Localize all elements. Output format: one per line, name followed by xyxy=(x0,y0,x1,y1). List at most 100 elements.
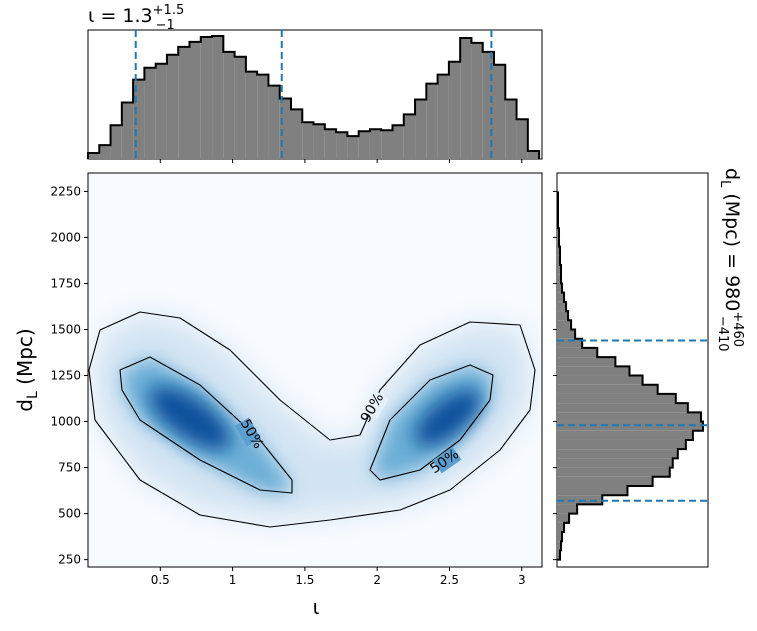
hist-bar xyxy=(557,412,701,422)
hist-bar xyxy=(557,485,628,496)
y-tick-label: 1750 xyxy=(50,276,81,290)
hist-bar xyxy=(493,64,506,159)
hist-bar xyxy=(155,63,167,159)
hist-bar xyxy=(505,99,517,159)
hist-bar xyxy=(557,476,653,486)
hist-outline xyxy=(87,34,541,159)
hist-bar xyxy=(392,125,404,159)
hist-bar xyxy=(557,347,598,358)
hist-bar xyxy=(212,35,224,160)
hist-bar xyxy=(121,102,134,159)
hist-bar xyxy=(257,74,269,159)
hist-bar xyxy=(557,311,569,321)
y-tick-label: 750 xyxy=(58,461,81,475)
hist-bar xyxy=(369,129,382,159)
y-axis-label: dL (Mpc) xyxy=(13,328,41,411)
x-tick-label: 1 xyxy=(229,573,237,587)
x-axis-label: ι xyxy=(313,595,320,619)
hist-outline xyxy=(557,191,704,561)
y-tick-label: 1000 xyxy=(50,415,81,429)
hist-bar xyxy=(557,357,616,367)
hist-bar xyxy=(482,51,494,160)
y-tick-label: 1500 xyxy=(50,322,81,336)
hist-bar xyxy=(557,550,561,560)
hist-bar xyxy=(268,85,280,159)
hist-bar xyxy=(324,129,337,159)
hist-bar xyxy=(99,145,111,159)
x-tick-label: 2.5 xyxy=(440,573,459,587)
density-outer xyxy=(92,314,533,522)
contour-90 xyxy=(88,311,536,528)
hist-bar xyxy=(557,458,673,468)
hist-bar xyxy=(88,153,100,159)
hist-bar xyxy=(189,41,201,159)
x-tick-label: 3 xyxy=(518,573,526,587)
hist-bar xyxy=(471,42,483,159)
ylabel-rest: (Mpc) xyxy=(13,328,37,391)
hist-bar xyxy=(557,449,678,459)
hist-bar xyxy=(200,36,213,160)
hist-bar xyxy=(557,467,670,477)
hist-bar xyxy=(557,439,686,450)
hist-bar xyxy=(557,430,693,440)
hist-bar xyxy=(557,504,578,514)
hist-bar xyxy=(403,114,416,159)
hist-bar xyxy=(557,513,570,523)
hist-bar xyxy=(144,67,156,159)
contour-50-right xyxy=(369,364,494,481)
hist-bar xyxy=(133,79,145,159)
hist-bar xyxy=(110,125,122,159)
hist-bar xyxy=(426,83,438,159)
y-tick-label: 250 xyxy=(58,553,81,567)
hist-bar xyxy=(557,255,561,266)
hist-bar xyxy=(557,403,688,413)
label-bg xyxy=(432,446,462,474)
hist-bar xyxy=(245,71,258,159)
rtitle-sup: +460 xyxy=(730,311,745,347)
rtitle-sub2: −410 xyxy=(715,316,730,352)
hist-bar xyxy=(347,136,359,159)
hist-bar xyxy=(557,541,562,551)
hist-bar xyxy=(437,74,449,159)
hist-bar xyxy=(557,301,567,312)
title-sup: +1.5 xyxy=(153,3,185,18)
hist-bar xyxy=(557,329,576,339)
hist-bar xyxy=(557,522,565,533)
y-tick-label: 2000 xyxy=(50,230,81,244)
title-base: ι = 1.3 xyxy=(88,5,153,27)
hist-bar xyxy=(223,51,235,160)
density-map xyxy=(88,173,542,567)
hist-bar xyxy=(178,46,190,159)
hist-bar xyxy=(527,151,540,159)
ylabel-main: d xyxy=(13,399,37,412)
hist-bar xyxy=(415,99,427,159)
hist-bar xyxy=(557,375,643,385)
title-sub: −1 xyxy=(156,18,175,33)
hist-bar xyxy=(460,37,472,159)
ylabel-sub: L xyxy=(25,391,41,399)
y-tick-label: 2250 xyxy=(50,184,81,198)
x-tick-label: 0.5 xyxy=(151,573,170,587)
rtitle-main: d xyxy=(721,168,743,180)
density-core-right xyxy=(414,389,482,447)
hist-bar xyxy=(290,109,303,159)
hist-bar xyxy=(358,131,370,159)
hist-bar xyxy=(234,56,246,159)
top-title: ι = 1.3+1.5 −1 xyxy=(88,3,184,33)
hist-bar xyxy=(557,292,565,302)
contour-50-left xyxy=(119,356,293,494)
hist-bar xyxy=(313,124,325,159)
hist-bar xyxy=(557,265,562,275)
y-tick-label: 500 xyxy=(58,507,81,521)
hist-bar xyxy=(557,320,572,330)
hist-bar xyxy=(557,228,560,238)
right-title: dL (Mpc) = 980+460−410 xyxy=(715,168,745,352)
x-tick-label: 1.5 xyxy=(295,573,314,587)
y-tick-label: 1250 xyxy=(50,369,81,383)
hist-bar xyxy=(381,130,393,159)
hist-bar xyxy=(557,274,562,284)
hist-bar xyxy=(557,393,676,404)
hist-bar xyxy=(302,122,314,159)
hist-bar xyxy=(166,54,179,159)
